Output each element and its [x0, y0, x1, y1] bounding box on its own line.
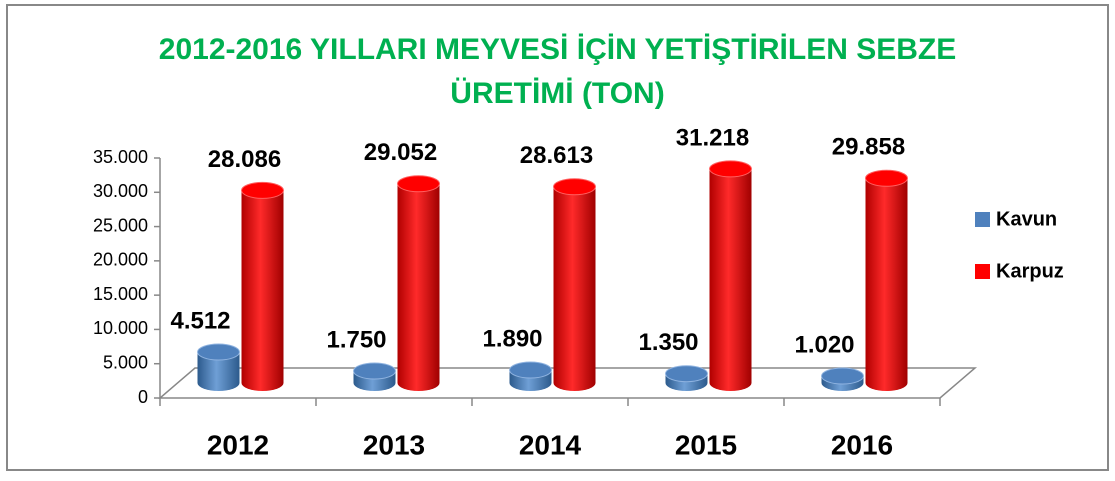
x-tick-label: 2013 — [363, 429, 425, 460]
y-tick-label: 15.000 — [93, 284, 148, 304]
bar — [197, 343, 240, 391]
bar — [709, 160, 752, 391]
data-label: 31.218 — [676, 124, 749, 151]
bar-top — [197, 343, 240, 361]
bar — [821, 367, 864, 391]
bar — [353, 362, 396, 391]
bar-body — [397, 183, 440, 391]
bar — [665, 365, 708, 391]
data-label: 29.858 — [832, 134, 905, 161]
y-tick-label: 20.000 — [93, 250, 148, 270]
data-label: 1.890 — [482, 325, 542, 352]
legend-label: Karpuz — [996, 260, 1064, 282]
bar-body — [197, 352, 240, 391]
bar-top — [553, 178, 596, 196]
x-tick-label: 2015 — [675, 429, 737, 460]
x-tick-label: 2016 — [831, 429, 893, 460]
x-tick-label: 2012 — [207, 429, 269, 460]
bar-top — [821, 367, 864, 385]
data-label: 1.750 — [326, 326, 386, 353]
legend-label: Kavun — [996, 208, 1057, 230]
y-tick-label: 0 — [138, 387, 148, 407]
y-tick-label: 30.000 — [93, 181, 148, 201]
data-label: 1.020 — [794, 331, 854, 358]
y-tick-label: 5.000 — [103, 352, 148, 372]
data-label: 1.350 — [638, 329, 698, 356]
x-tick-label: 2014 — [519, 429, 582, 460]
data-label: 28.086 — [208, 146, 281, 173]
legend-swatch — [975, 264, 990, 279]
legend-swatch — [975, 212, 990, 227]
bar — [553, 178, 596, 391]
bar-body — [865, 178, 908, 391]
bar — [865, 169, 908, 391]
y-tick-label: 25.000 — [93, 215, 148, 235]
bar-body — [553, 186, 596, 391]
y-tick-label: 35.000 — [93, 147, 148, 167]
bar — [397, 175, 440, 391]
bar-top — [353, 362, 396, 380]
bar-top — [709, 160, 752, 178]
data-label: 29.052 — [364, 139, 437, 166]
bar-body — [241, 190, 284, 391]
bar — [509, 361, 552, 391]
bar-top — [241, 181, 284, 199]
y-tick-label: 10.000 — [93, 318, 148, 338]
bar-top — [397, 175, 440, 193]
bar — [241, 181, 284, 391]
data-label: 4.512 — [170, 307, 230, 334]
chart-title: 2012-2016 YILLARI MEYVESİ İÇİN YETİŞTİRİ… — [158, 33, 957, 110]
bar-top — [665, 365, 708, 383]
bar-body — [709, 168, 752, 391]
data-label: 28.613 — [520, 142, 593, 169]
bar-top — [865, 169, 908, 187]
bar-top — [509, 361, 552, 379]
